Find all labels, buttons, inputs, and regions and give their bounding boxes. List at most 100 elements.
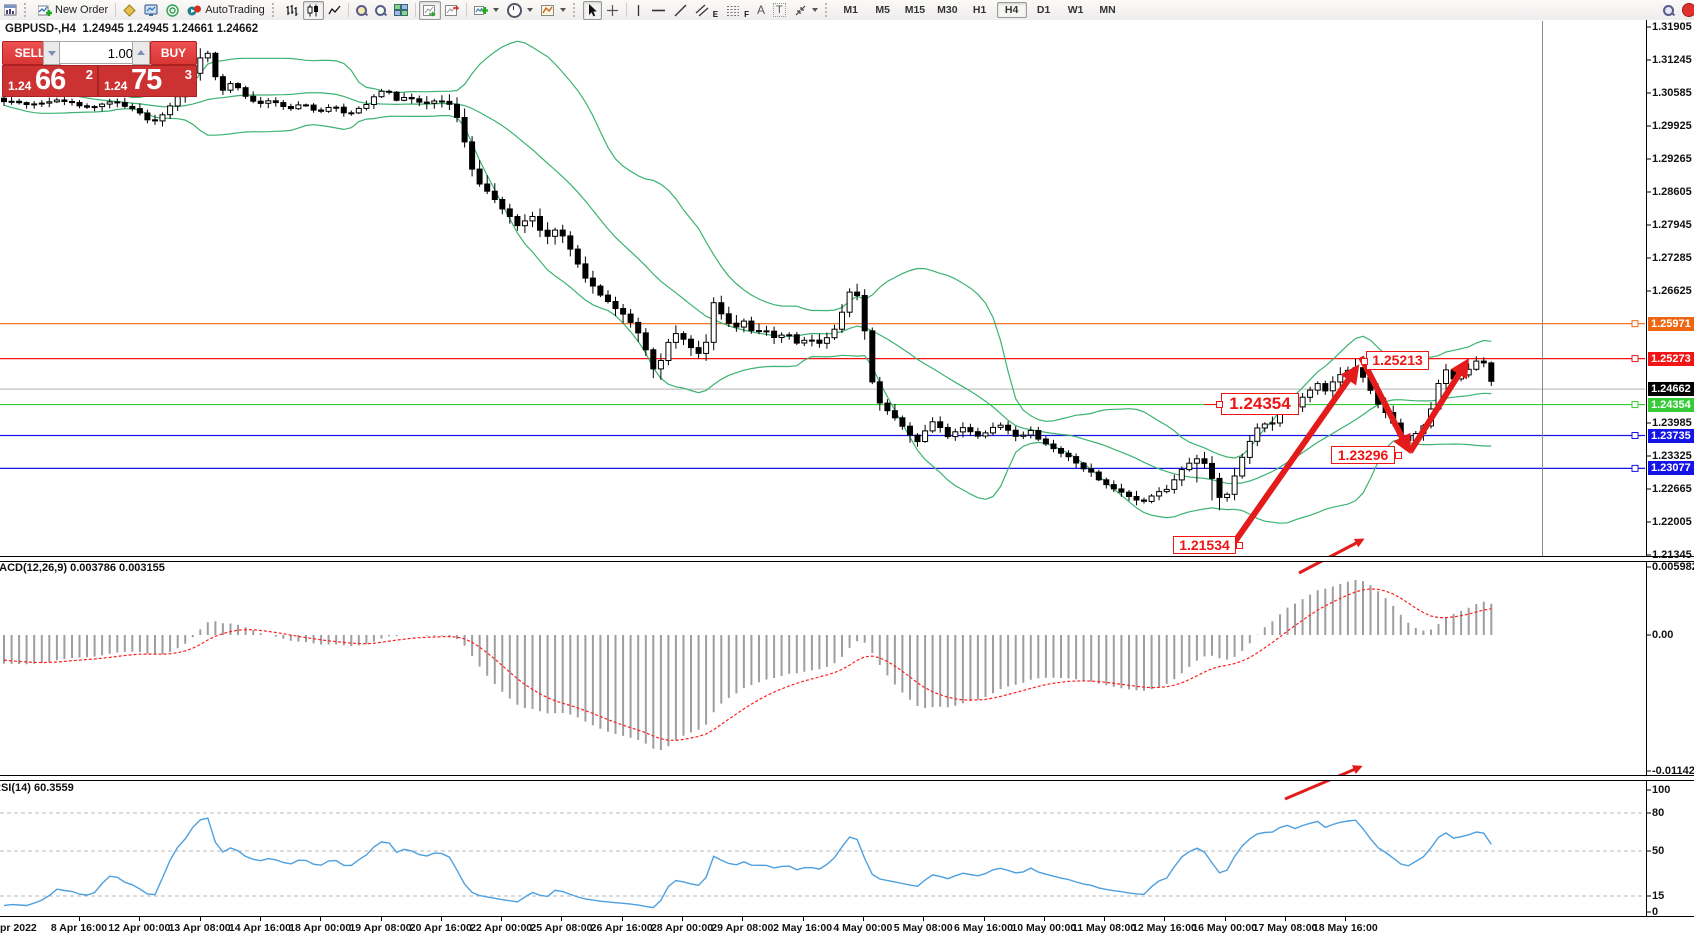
signals-sound-icon[interactable] <box>162 1 183 20</box>
clock-icon <box>506 2 522 18</box>
price-level-box: 1.25273 <box>1648 351 1694 366</box>
price-tick-label: 1.21345 <box>1652 549 1692 561</box>
macd-panel-separator[interactable] <box>0 556 1694 562</box>
search-button[interactable] <box>1659 1 1678 20</box>
trendline-button[interactable] <box>670 1 691 20</box>
indicators-button[interactable] <box>470 1 503 20</box>
terminal-screen-icon[interactable] <box>140 1 162 20</box>
date-tick-mark <box>561 917 563 921</box>
text-tool-button[interactable]: A <box>753 1 769 20</box>
price-level-box: 1.24354 <box>1648 397 1694 412</box>
zoom-in-icon <box>355 4 368 16</box>
sell-price-panel[interactable]: 1.24 66 2 <box>2 64 98 97</box>
ohlc-bars-icon <box>286 4 298 16</box>
timeframe-M30[interactable]: M30 <box>937 4 958 16</box>
trendline-icon <box>674 4 687 16</box>
bollinger-bands[interactable] <box>3 40 1492 524</box>
tile-windows-button[interactable] <box>390 1 412 20</box>
chart-region[interactable]: GBPUSD-,H4 1.24945 1.24945 1.24661 1.246… <box>0 20 1694 938</box>
level-lines[interactable] <box>0 320 1645 472</box>
channel-sub-label: E <box>712 9 719 19</box>
macd-label: MACD(12,26,9) 0.003786 0.003155 <box>0 562 165 574</box>
buy-button[interactable]: BUY <box>150 41 197 65</box>
zoom-out-icon <box>374 4 387 16</box>
timeframe-M1[interactable]: M1 <box>843 4 858 16</box>
volume-increase-button[interactable] <box>132 41 150 65</box>
vertical-line-button[interactable] <box>630 1 647 20</box>
add-indicator-icon <box>473 5 488 15</box>
notifications-button[interactable] <box>1678 1 1694 20</box>
auto-scroll-icon <box>422 4 436 16</box>
bar-chart-button[interactable] <box>282 1 303 20</box>
text-label-button[interactable]: T <box>769 1 790 20</box>
rsi-panel-separator[interactable] <box>0 775 1694 781</box>
date-tick-label: 17 May 08:00 <box>1252 922 1318 934</box>
timeframe-H1[interactable]: H1 <box>972 4 987 16</box>
templates-button[interactable] <box>537 1 570 20</box>
chart-canvas[interactable] <box>0 20 1694 938</box>
toolbar: New Order AutoTrading <box>0 0 1694 21</box>
window-icon[interactable] <box>0 1 21 20</box>
timeframe-M15[interactable]: M15 <box>904 4 926 16</box>
date-tick-label: 18 Apr 00:00 <box>289 922 352 934</box>
fibonacci-button[interactable]: F <box>722 1 753 20</box>
price-annotation[interactable]: 1.23296 <box>1331 446 1395 464</box>
timeframe-D1[interactable]: D1 <box>1036 4 1051 16</box>
timeframe-W1[interactable]: W1 <box>1067 4 1084 16</box>
date-tick-label: 13 Apr 08:00 <box>168 922 231 934</box>
macd-indicator[interactable] <box>3 580 1493 750</box>
equidistant-channel-button[interactable]: E <box>691 1 722 20</box>
chart-shift-button[interactable] <box>441 1 463 20</box>
candles[interactable] <box>1 48 1495 511</box>
price-level-box: 1.23077 <box>1648 461 1694 476</box>
rsi-indicator[interactable] <box>0 812 1645 909</box>
date-tick-mark <box>742 917 744 921</box>
autotrading-button[interactable]: AutoTrading <box>183 1 269 20</box>
price-annotation[interactable]: 1.21534 <box>1173 536 1236 554</box>
rsi-axis-label: 100 <box>1652 784 1671 796</box>
candlestick-chart-button[interactable] <box>302 0 324 20</box>
price-tick-label: 1.22005 <box>1652 516 1692 528</box>
tile-windows-icon <box>393 3 408 16</box>
arrows-tool-button[interactable] <box>790 1 822 20</box>
date-axis-border <box>0 916 1694 917</box>
crosshair-button[interactable] <box>602 1 623 20</box>
timeframe-M5[interactable]: M5 <box>875 4 890 16</box>
date-tick-mark <box>1164 917 1166 921</box>
volume-input[interactable] <box>59 41 140 64</box>
horizontal-line-button[interactable] <box>647 1 670 20</box>
line-chart-button[interactable] <box>324 1 345 20</box>
toolbar-separator <box>115 3 117 17</box>
auto-scroll-button[interactable] <box>418 0 441 20</box>
rsi-axis-label: 80 <box>1652 807 1665 819</box>
price-annotation[interactable]: 1.25213 <box>1366 351 1429 370</box>
triangle-down-icon <box>48 51 56 56</box>
buy-price-panel[interactable]: 1.24 75 3 <box>98 64 197 97</box>
price-tick-label: 1.22665 <box>1652 483 1692 495</box>
toolbar-drag-handle[interactable] <box>824 3 832 17</box>
trend-arrows[interactable] <box>1226 355 1470 801</box>
buy-price-big: 75 <box>131 64 162 96</box>
profile-diamond-icon[interactable] <box>119 1 140 20</box>
date-tick-mark <box>259 917 261 921</box>
price-axis-border <box>1646 20 1647 917</box>
cursor-button[interactable] <box>582 0 602 20</box>
date-tick-mark <box>1285 917 1286 921</box>
zoom-out-button[interactable] <box>371 1 390 20</box>
timeframe-H4[interactable]: H4 <box>996 2 1027 18</box>
toolbar-drag-handle[interactable] <box>24 3 31 17</box>
timeframe-MN[interactable]: MN <box>1099 4 1116 16</box>
price-annotation[interactable]: 1.24354 <box>1221 393 1299 415</box>
toolbar-separator <box>414 3 416 17</box>
toolbar-drag-handle[interactable] <box>572 3 580 17</box>
zoom-in-button[interactable] <box>352 1 371 20</box>
new-order-button[interactable]: New Order <box>34 1 112 20</box>
periods-button[interactable] <box>503 1 537 20</box>
date-tick-mark <box>682 917 683 921</box>
annotation-anchor-square <box>1361 357 1368 365</box>
rsi-label: RSI(14) 60.3559 <box>0 782 74 794</box>
symbol-period: GBPUSD-,H4 <box>5 23 76 35</box>
toolbar-drag-handle[interactable] <box>271 3 279 17</box>
price-level-box: 1.23735 <box>1648 428 1694 443</box>
